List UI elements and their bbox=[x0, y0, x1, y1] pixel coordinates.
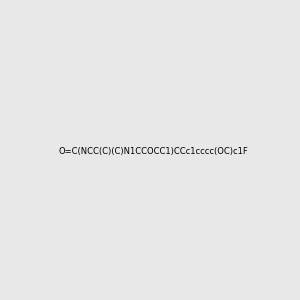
Text: O=C(NCC(C)(C)N1CCOCC1)CCc1cccc(OC)c1F: O=C(NCC(C)(C)N1CCOCC1)CCc1cccc(OC)c1F bbox=[59, 147, 249, 156]
